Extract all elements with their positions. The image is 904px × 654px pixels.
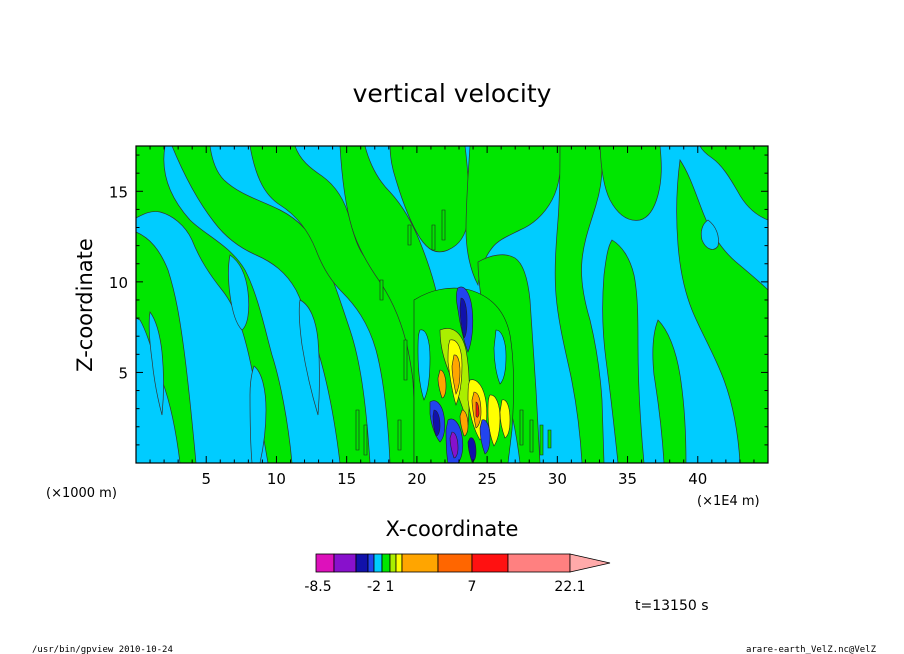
- x-unit-left: (×1000 m): [46, 486, 117, 501]
- chart-title: vertical velocity: [353, 79, 552, 108]
- x-tick-label: 30: [548, 470, 567, 488]
- contour-region: [599, 146, 662, 221]
- colorbar-segment: [373, 553, 383, 573]
- colorbar-extend-arrow: [569, 553, 611, 573]
- contour-region: [379, 279, 384, 301]
- contour-region: [487, 394, 501, 447]
- x-tick-label: 35: [618, 470, 637, 488]
- x-axis-tick-labels: 5 10 15 20 25 30 35 40: [201, 470, 707, 488]
- colorbar-segment: [389, 553, 397, 573]
- y-tick-label: 10: [109, 274, 128, 292]
- y-axis-label: Z-coordinate: [73, 238, 97, 372]
- contour-region: [397, 419, 402, 451]
- contour-region: [136, 146, 293, 463]
- contour-region: [249, 146, 415, 463]
- contour-region: [602, 239, 645, 463]
- x-tick-label: 20: [407, 470, 426, 488]
- plot-frame: [135, 145, 769, 464]
- colorbar-label: 7: [468, 579, 477, 595]
- colorbar-segment: [315, 553, 335, 573]
- colorbar-segment: [507, 553, 571, 573]
- y-axis-ticks: [136, 154, 768, 464]
- footer-left: /usr/bin/gpview 2010-10-24: [32, 645, 173, 654]
- contour-region: [467, 437, 477, 463]
- contour-region: [403, 339, 408, 381]
- contour-region: [547, 429, 552, 449]
- contour-region: [355, 409, 360, 451]
- y-axis-tick-labels: 5 10 15: [109, 183, 128, 382]
- contour-region: [700, 219, 719, 250]
- contour-region: [363, 424, 368, 456]
- colorbar-label: 22.1: [554, 579, 585, 595]
- contour-region: [475, 401, 480, 418]
- contour-region: [449, 431, 459, 459]
- contour-region: [652, 319, 687, 463]
- colorbar-segment: [367, 553, 375, 573]
- x-unit-right: (×1E4 m): [697, 494, 760, 509]
- y-tick-label: 5: [118, 364, 128, 382]
- contour-region: [465, 146, 562, 287]
- x-tick-label: 25: [478, 470, 497, 488]
- contour-region: [519, 409, 524, 446]
- contour-region: [493, 329, 507, 385]
- contour-region: [451, 354, 461, 395]
- footer-right: arare-earth_VelZ.nc@VelZ: [746, 645, 877, 654]
- colorbar-segment: [355, 553, 369, 573]
- contour-region: [228, 254, 250, 331]
- contour-region: [437, 369, 447, 399]
- contour-region: [554, 146, 605, 463]
- x-axis-label: X-coordinate: [386, 517, 519, 541]
- y-tick-label: 15: [109, 183, 128, 201]
- x-axis-ticks: [135, 146, 769, 463]
- x-tick-label: 40: [688, 470, 707, 488]
- contour-region: [417, 329, 431, 401]
- contour-region: [407, 224, 412, 246]
- colorbar-segment: [401, 553, 439, 573]
- contour-field: [136, 146, 768, 463]
- colorbar-label: -2: [367, 579, 381, 595]
- contour-region: [249, 365, 267, 463]
- contour-region: [432, 409, 441, 437]
- contour-region: [479, 419, 491, 455]
- contour-region: [441, 209, 446, 241]
- colorbar-label: 1: [386, 579, 395, 595]
- colorbar-labels: -8.5 -2 1 7 22.1: [304, 579, 585, 595]
- x-tick-label: 5: [201, 470, 211, 488]
- colorbar-segment: [395, 553, 403, 573]
- contour-region: [699, 146, 768, 221]
- contour-region: [539, 424, 544, 456]
- contour-region: [431, 224, 436, 251]
- contour-region: [298, 299, 320, 416]
- contour-region: [459, 297, 468, 339]
- contour-region: [529, 419, 534, 453]
- contour-region: [148, 311, 164, 416]
- contour-region: [499, 399, 511, 439]
- contour-region: [459, 409, 469, 437]
- colorbar-segment: [381, 553, 391, 573]
- colorbar-segment: [471, 553, 509, 573]
- colorbar: [315, 553, 611, 573]
- colorbar-segment: [333, 553, 357, 573]
- x-tick-label: 10: [267, 470, 286, 488]
- x-tick-label: 15: [337, 470, 356, 488]
- time-label: t=13150 s: [635, 598, 709, 614]
- colorbar-label: -8.5: [304, 579, 331, 595]
- colorbar-segment: [437, 553, 473, 573]
